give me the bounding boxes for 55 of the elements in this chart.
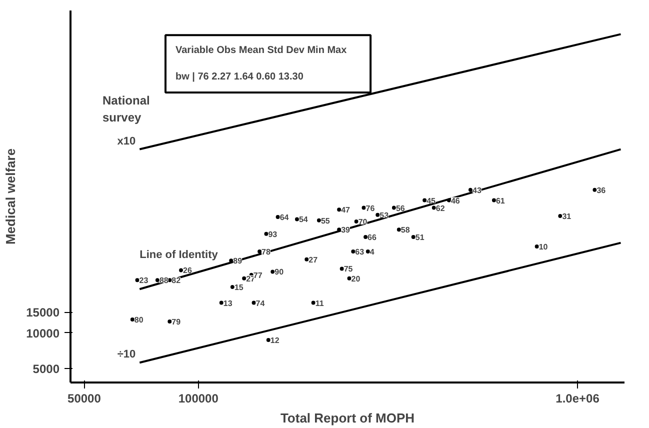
annotation: 63 [355,247,365,256]
annotation: 39 [341,226,351,235]
annotation: 45 [426,196,436,206]
annotation: 79 [172,317,182,326]
annotation: 58 [400,226,410,235]
annotation: 23 [139,276,149,286]
annotation: 13 [223,298,233,308]
annotation: 11 [315,298,324,308]
annotation: 88 [159,276,169,286]
annotation: 15 [234,282,244,292]
y-tick-label: 10000 [26,326,60,340]
annotation: 26 [183,266,192,276]
annotation: 20 [351,274,361,284]
annotation: 46 [450,196,460,206]
annotation: 56 [396,204,406,213]
y-tick-label: 15000 [26,306,60,320]
annotation: 66 [368,232,377,242]
annotation: 54 [298,215,308,224]
annotation: 62 [436,204,446,213]
y-tick-label: 5000 [32,362,60,376]
annotation: 90 [274,268,284,277]
annotation: Variable Obs Mean Std Dev Min Max [176,45,348,56]
annotation: 47 [341,206,351,215]
annotation: 10 [538,242,548,252]
annotation: 4 [370,247,375,256]
annotation: 93 [268,230,278,239]
annotation: Line of Identity [140,249,219,262]
annotation: 74 [256,298,266,308]
annotation: 78 [262,247,272,256]
annotation: ÷10 [117,348,136,361]
annotation: 61 [496,196,506,206]
annotation: 55 [320,216,330,226]
annotation: 27 [308,255,318,264]
annotation: National survey [102,94,150,124]
x-tick-label: 1.0e+06 [556,392,600,406]
annotation: x10 [117,135,136,148]
annotation: 70 [358,217,368,226]
annotation: 43 [472,186,482,195]
annotation: 77 [253,270,263,280]
annotation: 89 [233,256,243,266]
annotation: 64 [280,213,290,222]
y-axis-title: Medical welfare [3,148,18,245]
annotation: 36 [596,186,606,195]
annotation: 31 [562,212,572,221]
annotation: 53 [380,210,390,220]
annotation: 51 [415,232,425,242]
annotation: 12 [270,336,280,346]
x-tick-label: 50000 [68,392,102,406]
annotation: bw | 76 2.27 1.64 0.60 13.30 [176,72,304,82]
x-tick-label: 100000 [178,392,219,406]
annotation: 82 [172,276,182,286]
x-axis-title: Total Report of MOPH [280,410,415,426]
annotation: 75 [344,264,354,274]
annotation: 76 [366,204,376,213]
annotation: 80 [134,315,144,324]
